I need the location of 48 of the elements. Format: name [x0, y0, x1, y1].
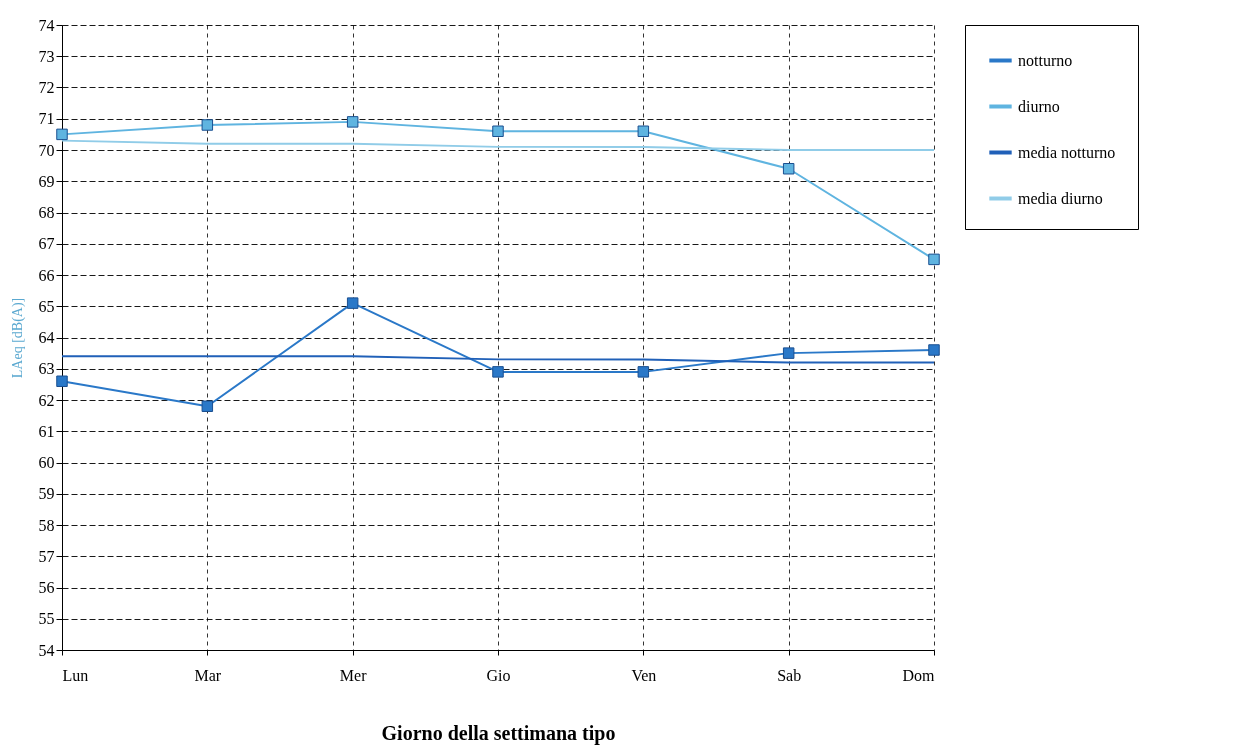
y-tick-label: 55: [38, 610, 55, 628]
point: [928, 253, 940, 266]
point: [56, 375, 68, 387]
y-tick-label: 56: [38, 579, 55, 596]
legend-label: diurno: [1018, 97, 1060, 115]
y-tick-label: 69: [38, 172, 55, 190]
y-tick-label: 58: [38, 516, 55, 534]
x-tick-label: Mar: [194, 666, 222, 684]
y-axis-title: LAeq [dB(A)]: [9, 297, 26, 379]
legend-label: media notturno: [1018, 143, 1116, 161]
point: [637, 366, 650, 378]
y-tick-label: 71: [38, 110, 55, 128]
point: [492, 125, 504, 137]
y-tick-label: 63: [38, 360, 55, 378]
y-tick-label: 60: [38, 454, 55, 471]
y-tick-label: 70: [38, 141, 55, 159]
point: [782, 347, 795, 359]
y-tick-label: 59: [38, 485, 55, 503]
x-tick-label: Mer: [339, 666, 368, 684]
x-axis-title: Giorno della settimana tipo: [381, 721, 616, 745]
point: [928, 344, 940, 356]
y-tick-label: 67: [38, 235, 55, 253]
point: [346, 116, 359, 128]
point: [56, 128, 68, 141]
y-tick-label: 72: [38, 79, 55, 96]
y-tick-label: 66: [38, 266, 55, 284]
x-tick-label: Dom: [902, 666, 936, 684]
point: [492, 366, 504, 378]
point: [346, 297, 359, 309]
point: [637, 125, 650, 137]
y-tick-label: 61: [38, 422, 55, 440]
y-tick-label: 62: [38, 391, 55, 409]
y-tick-label: 64: [38, 329, 55, 346]
x-tick-label: Ven: [631, 666, 657, 684]
y-tick-label: 57: [38, 547, 55, 565]
y-tick-label: 74: [38, 16, 55, 34]
legend-label: media diurno: [1018, 189, 1103, 207]
x-tick-label: Sab: [777, 666, 802, 684]
point: [782, 163, 795, 175]
legend-label: notturno: [1018, 51, 1073, 69]
point: [201, 119, 214, 131]
point: [201, 400, 214, 412]
y-tick-label: 65: [38, 297, 55, 315]
y-tick-label: 73: [38, 47, 55, 65]
x-tick-label: Gio: [486, 666, 511, 684]
y-tick-label: 68: [38, 204, 55, 221]
y-tick-label: 54: [38, 641, 55, 659]
x-tick-label: Lun: [62, 666, 89, 684]
